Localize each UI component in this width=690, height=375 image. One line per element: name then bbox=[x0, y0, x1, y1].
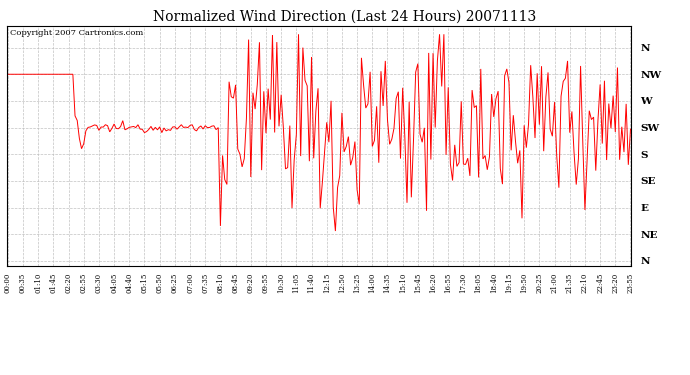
Text: Normalized Wind Direction (Last 24 Hours) 20071113: Normalized Wind Direction (Last 24 Hours… bbox=[153, 9, 537, 23]
Text: Copyright 2007 Cartronics.com: Copyright 2007 Cartronics.com bbox=[10, 28, 144, 37]
